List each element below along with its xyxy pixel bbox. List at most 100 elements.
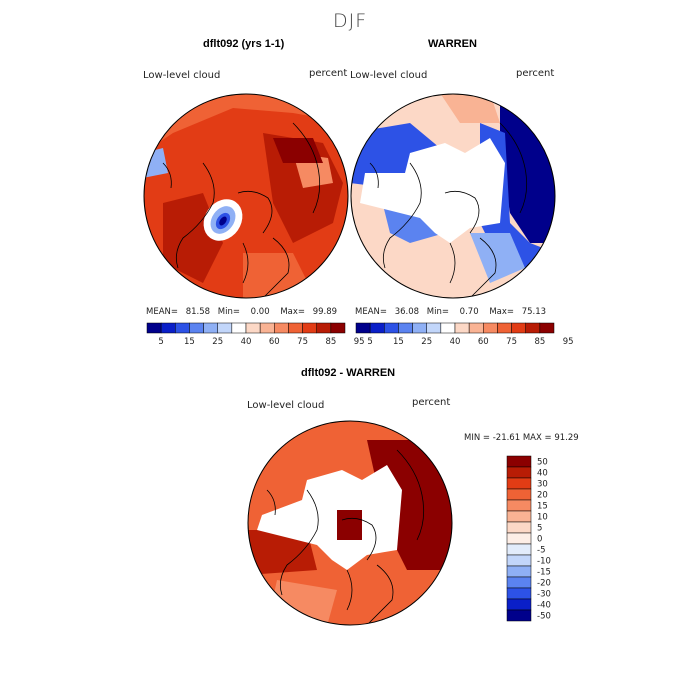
colorbar-tick-label: -20 [537,579,551,589]
stats-mean-label: MEAN= [146,307,178,317]
colorbar-swatch [539,322,555,334]
colorbar-tick-label: 5 [367,337,372,347]
colorbar-tick-label: 15 [537,502,548,512]
colorbar-tick-label: 5 [158,337,163,347]
colorbar-swatch [506,521,532,534]
colorbar-swatch [398,322,413,334]
stats-model: MEAN= 81.58 Min= 0.00 Max= 99.89 [146,307,337,317]
missing-data-region [360,138,505,243]
colorbar-swatch [259,322,275,334]
polar-map-diff [247,420,453,626]
stats-max-value: 99.89 [312,307,338,317]
colorbar-tick-label: 0 [537,535,542,545]
colorbar-tick-label: 30 [537,480,548,490]
stats-min-label: Min= [426,307,449,317]
panel-title-diff: dflt092 - WARREN [301,367,396,379]
colorbar-tick-label: 75 [506,337,517,347]
stats-min-value: 0.00 [250,307,270,317]
colorbar-swatch [506,554,532,567]
colorbar-swatch [506,499,532,512]
panel-title-obs: WARREN [428,38,477,50]
colorbar-swatch [525,322,541,334]
colorbar-swatch [506,576,532,589]
colorbar-swatch [316,322,332,334]
polar-map-model [143,93,349,299]
colorbar-swatch [506,543,532,556]
stats-obs: MEAN= 36.08 Min= 0.70 Max= 75.13 [355,307,546,317]
map-boundary [143,93,349,299]
units-label-diff: percent [412,397,451,408]
colorbar-swatch [468,322,484,334]
field-region [219,216,227,226]
colorbar-swatch [302,322,317,334]
colorbar-tick-label: 95 [354,337,365,347]
colorbar-model: 5 15 25 40 60 75 85 95 [146,322,365,347]
colorbar-tick-label: 85 [325,337,336,347]
colorbar-tick-label: 50 [537,458,548,468]
colorbar-tick-label: -30 [537,590,551,600]
units-label-obs: percent [516,68,555,79]
missing-data-region [257,465,402,570]
colorbar-swatch [384,322,399,334]
colorbar-swatch [189,322,204,334]
field-region [440,94,500,123]
colorbar-swatch [217,322,233,334]
colorbar-tick-label: 10 [537,513,548,523]
colorbar-swatch [506,598,532,611]
colorbar-swatch [506,488,532,501]
field-label-model: Low-level cloud [143,70,221,81]
colorbar-swatch [245,322,261,334]
field-region [273,138,323,163]
colorbar-swatch [511,322,526,334]
colorbar-tick-label: -5 [537,546,545,556]
stats-max-label: Max= [489,307,515,317]
colorbar-swatch [369,322,385,334]
coastlines [266,449,425,625]
coastlines [162,122,321,298]
colorbar-tick-label: 20 [537,491,548,501]
field-region [248,530,317,575]
colorbar-obs: 5 15 25 40 60 75 85 95 [355,322,574,347]
colorbar-swatch [506,455,532,468]
stats-mean-label: MEAN= [355,307,387,317]
stats-min-label: Min= [217,307,240,317]
colorbar-swatch [497,322,512,334]
colorbar-tick-label: 60 [478,337,489,347]
colorbar-tick-label: -40 [537,601,551,611]
colorbar-tick-label: 75 [297,337,308,347]
colorbar-tick-label: 95 [563,337,574,347]
coastlines [369,122,528,298]
colorbar-swatch [412,322,427,334]
colorbar-tick-label: 40 [241,337,252,347]
colorbar-tick-label: 15 [184,337,195,347]
colorbar-swatch [175,322,190,334]
map-boundary [350,93,556,299]
colorbar-swatch [440,322,456,334]
colorbar-tick-label: 25 [212,337,223,347]
colorbar-swatch [274,322,289,334]
colorbar-swatch [506,532,532,545]
colorbar-tick-label: 40 [450,337,461,347]
field-label-diff: Low-level cloud [247,400,325,411]
colorbar-swatch [454,322,470,334]
colorbar-tick-label: -50 [537,612,551,622]
colorbar-tick-label: 15 [393,337,404,347]
colorbar-swatch [483,322,498,334]
field-region [337,510,362,540]
colorbar-tick-label: 60 [269,337,280,347]
colorbar-swatch [288,322,303,334]
polar-map-obs [350,93,556,299]
colorbar-swatch [506,565,532,578]
colorbar-tick-label: 5 [537,524,542,534]
colorbar-tick-label: 40 [537,469,548,479]
colorbar-tick-label: 85 [534,337,545,347]
colorbar-swatch [506,510,532,523]
colorbar-swatch [203,322,218,334]
panel-title-model: dflt092 (yrs 1-1) [203,38,285,50]
stats-max-value: 75.13 [521,307,547,317]
map-boundary [247,420,453,626]
colorbar-swatch [506,466,532,479]
colorbar-swatch [330,322,346,334]
colorbar-tick-label: -10 [537,557,551,567]
